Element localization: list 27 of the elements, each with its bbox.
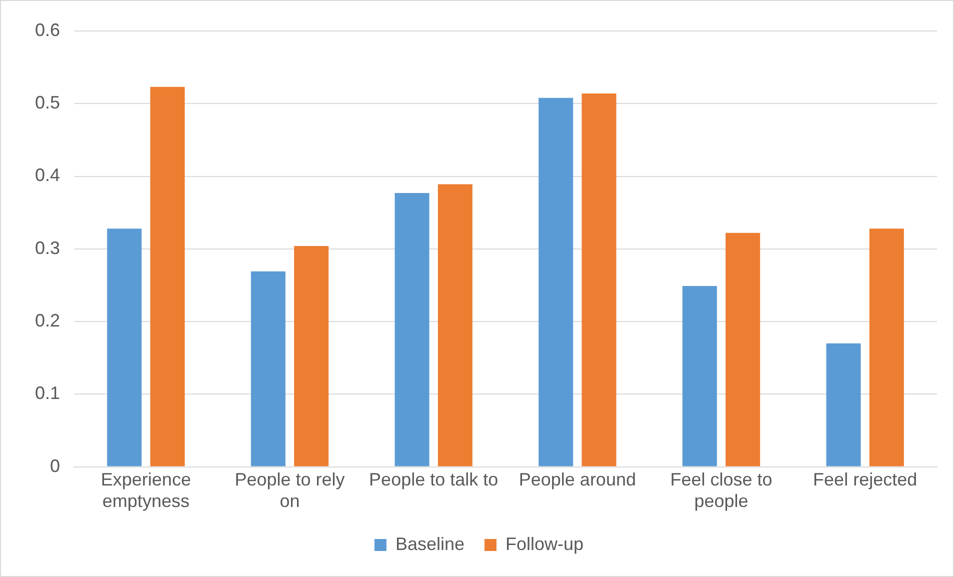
bar (438, 184, 472, 466)
y-tick-label: 0.1 (34, 383, 60, 404)
bar (250, 271, 286, 466)
y-tick-label: 0.2 (34, 310, 60, 330)
x-tick-label: People to rely on (234, 470, 345, 512)
bar (826, 343, 861, 466)
bar (294, 246, 329, 466)
x-tick-label: People to talk to (369, 470, 498, 490)
bar (394, 192, 430, 466)
bar (726, 232, 760, 466)
bar (150, 86, 185, 466)
y-tick-label: 0.6 (34, 20, 60, 40)
x-tick-label: Feel close to people (670, 470, 772, 512)
y-tick-label: 0 (50, 456, 60, 476)
bar (538, 98, 574, 466)
y-tick-label: 0.4 (34, 165, 60, 186)
x-tick-label: Feel rejected (813, 470, 918, 490)
bar (869, 228, 904, 466)
legend-label: Follow-up (506, 534, 584, 554)
bar (107, 228, 142, 466)
x-tick-label: People around (518, 470, 636, 490)
y-tick-label: 0.5 (34, 92, 60, 113)
bar (582, 93, 616, 466)
x-tick-label: Experience emptyness (100, 470, 191, 512)
y-tick-label: 0.3 (34, 238, 60, 258)
legend-label: Baseline (395, 534, 465, 554)
bar (682, 286, 717, 466)
